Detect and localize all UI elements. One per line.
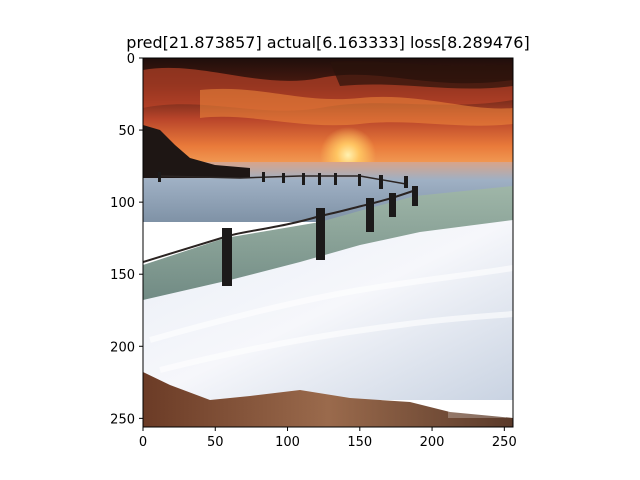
seascape-sunset-photo	[143, 58, 513, 427]
x-tick-label: 250	[492, 435, 517, 450]
y-axis: 0 50 100 150 200 250	[110, 52, 143, 427]
y-tick-label: 200	[110, 340, 135, 355]
x-tick-label: 200	[420, 435, 445, 450]
cloud-band-bright	[200, 88, 513, 126]
post	[358, 174, 361, 186]
x-tick-label: 100	[275, 435, 300, 450]
post	[302, 173, 305, 185]
foreground-rocks	[143, 372, 513, 427]
x-tick-label: 150	[347, 435, 372, 450]
post	[282, 173, 285, 183]
y-tick-label: 50	[118, 124, 135, 139]
y-tick-label: 150	[110, 268, 135, 283]
post	[334, 173, 337, 185]
axes-frame	[142, 57, 514, 428]
post	[404, 176, 408, 188]
x-tick-label: 50	[207, 435, 224, 450]
post	[366, 198, 374, 232]
post	[222, 228, 232, 286]
cloud-dark	[330, 61, 513, 89]
headland	[143, 125, 250, 178]
y-tick-label: 250	[110, 412, 135, 427]
photographer-watermark-icon	[448, 411, 506, 418]
post	[158, 172, 161, 182]
post	[318, 173, 321, 185]
post	[389, 193, 396, 217]
post	[262, 172, 265, 182]
x-axis: 0 50 100 150 200 250	[139, 427, 517, 450]
chain-line-far	[159, 175, 407, 185]
y-tick-label: 100	[110, 196, 135, 211]
post	[412, 186, 418, 206]
foam-streaks	[149, 265, 513, 373]
chart-title: pred[21.873857] actual[6.163333] loss[8.…	[126, 33, 529, 52]
post	[316, 208, 325, 260]
x-tick-label: 0	[139, 435, 147, 450]
y-tick-label: 0	[127, 52, 135, 67]
post	[379, 175, 383, 189]
